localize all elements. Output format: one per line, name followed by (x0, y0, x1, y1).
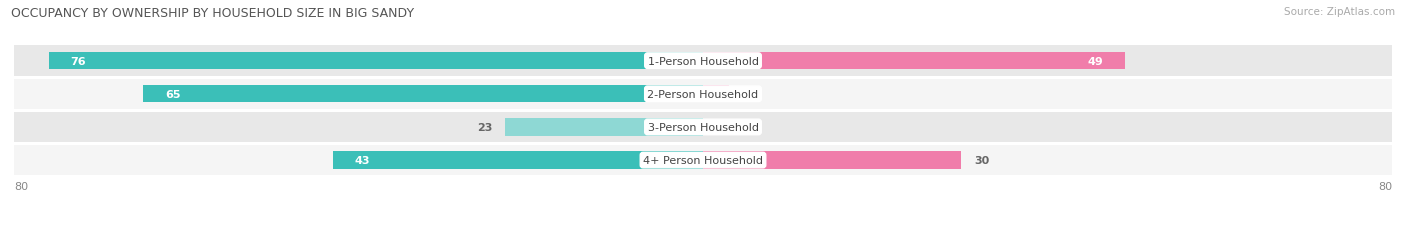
Text: 23: 23 (477, 122, 492, 132)
Bar (505, 119, 703, 136)
Bar (14, 145, 1392, 176)
Bar (703, 86, 728, 103)
Bar (14, 112, 1392, 143)
Text: 4+ Person Household: 4+ Person Household (643, 155, 763, 165)
Text: 65: 65 (165, 89, 180, 99)
Text: Source: ZipAtlas.com: Source: ZipAtlas.com (1284, 7, 1395, 17)
Bar (143, 86, 703, 103)
Text: 0: 0 (716, 122, 724, 132)
Text: 80: 80 (1378, 181, 1392, 191)
Text: 3: 3 (742, 89, 749, 99)
Bar (48, 53, 703, 70)
Text: 2-Person Household: 2-Person Household (647, 89, 759, 99)
Text: 76: 76 (70, 56, 86, 66)
Bar (703, 152, 962, 169)
Bar (14, 46, 1392, 76)
Bar (703, 53, 1125, 70)
Text: OCCUPANCY BY OWNERSHIP BY HOUSEHOLD SIZE IN BIG SANDY: OCCUPANCY BY OWNERSHIP BY HOUSEHOLD SIZE… (11, 7, 415, 20)
Text: 3-Person Household: 3-Person Household (648, 122, 758, 132)
Bar (14, 79, 1392, 109)
Text: 30: 30 (974, 155, 990, 165)
Text: 43: 43 (354, 155, 370, 165)
Text: 1-Person Household: 1-Person Household (648, 56, 758, 66)
Text: 80: 80 (14, 181, 28, 191)
Text: 49: 49 (1088, 56, 1104, 66)
Bar (333, 152, 703, 169)
